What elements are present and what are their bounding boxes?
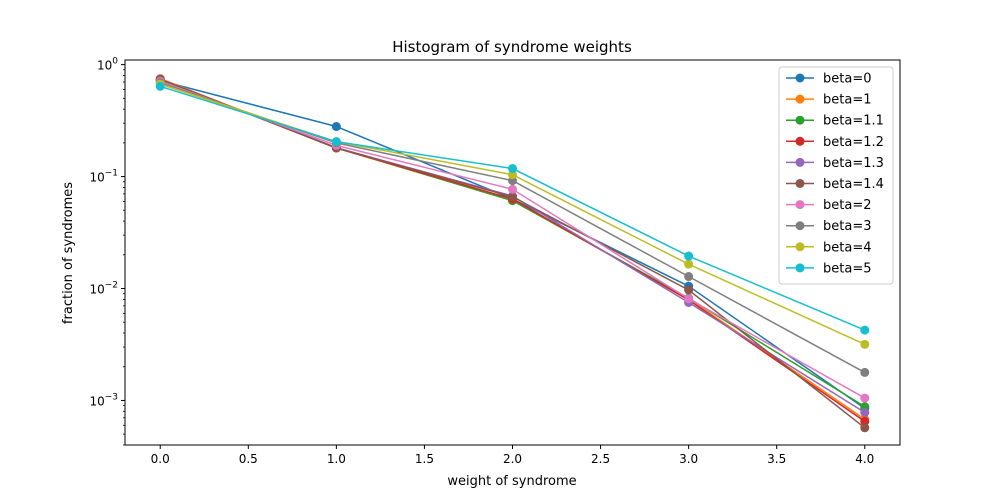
x-tick-label: 0.0	[151, 452, 170, 466]
legend-label: beta=1.3	[823, 156, 884, 171]
series-beta=1	[155, 74, 870, 424]
legend-item: beta=3	[786, 219, 871, 234]
legend: beta=0 beta=1 beta=1.1 beta=1.2 beta=1.3 beta…	[778, 66, 894, 285]
x-tick-label: 1.5	[415, 452, 434, 466]
legend-label: beta=3	[823, 219, 871, 234]
legend-swatch-marker	[795, 73, 805, 83]
series-beta=3	[155, 78, 870, 377]
chart-title: Histogram of syndrome weights	[392, 38, 632, 56]
data-point	[331, 122, 341, 132]
legend-item: beta=1.3	[786, 156, 884, 171]
legend-label: beta=1.2	[823, 135, 884, 150]
series-line	[159, 81, 866, 374]
data-point	[860, 393, 870, 403]
series-beta=0	[155, 76, 870, 413]
legend-box	[778, 66, 894, 285]
plot-frame	[124, 59, 901, 446]
axis-ticks: 0.0 0.5 1.0 1.5 2.0 2.5 3.0 3.5 4.0 10−3 10−2 10−1 1…	[89, 57, 874, 466]
data-point	[684, 272, 694, 282]
x-tick-label: 3.5	[767, 452, 786, 466]
data-point	[508, 184, 517, 194]
series-line	[159, 78, 866, 423]
legend-swatch-marker	[795, 179, 805, 188]
series-line	[159, 83, 866, 346]
data-point	[860, 423, 870, 433]
legend-swatch-marker	[795, 263, 805, 273]
y-tick-label: 100	[97, 57, 118, 73]
x-tick-label: 0.5	[239, 452, 258, 466]
y-tick-label: 10−3	[89, 392, 118, 408]
series-beta=2	[155, 76, 870, 403]
legend-swatch-marker	[795, 115, 805, 125]
x-tick-label: 3.0	[679, 452, 698, 466]
legend-swatch-marker	[795, 157, 805, 167]
series-beta=1.3	[155, 74, 870, 418]
legend-label: beta=1.1	[823, 114, 884, 129]
legend-swatch-marker	[795, 94, 805, 104]
legend-label: beta=0	[823, 72, 871, 87]
data-point	[508, 164, 517, 174]
series-beta=5	[155, 81, 870, 335]
data-point	[860, 339, 870, 349]
data-point	[508, 192, 517, 202]
data-point	[684, 251, 694, 261]
legend-swatch-marker	[795, 242, 805, 252]
data-point	[860, 408, 870, 418]
series-line	[160, 79, 866, 409]
legend-swatch-marker	[795, 221, 805, 231]
legend-item: beta=1.4	[786, 177, 884, 192]
data-point	[684, 285, 694, 295]
legend-label: beta=1	[823, 93, 871, 108]
x-tick-label: 2.5	[591, 452, 610, 466]
series-beta=1.1	[155, 74, 870, 412]
data-point	[684, 294, 694, 304]
y-tick-label: 10−1	[89, 169, 118, 185]
legend-label: beta=4	[823, 240, 871, 255]
x-axis-label: weight of syndrome	[447, 474, 576, 489]
y-axis-label: fraction of syndromes	[61, 182, 76, 324]
data-point	[331, 137, 341, 147]
legend-swatch-marker	[795, 136, 805, 146]
x-tick-label: 2.0	[503, 452, 522, 466]
y-tick-label: 10−2	[89, 281, 118, 297]
series-beta=1.2	[155, 74, 870, 426]
data-point	[860, 416, 870, 426]
legend-label: beta=2	[823, 198, 871, 213]
x-tick-label: 4.0	[855, 452, 874, 466]
legend-item: beta=1	[786, 93, 871, 108]
legend-swatch-marker	[795, 200, 805, 210]
series-line	[159, 80, 866, 399]
legend-item: beta=1.1	[786, 114, 884, 129]
legend-item: beta=4	[786, 240, 871, 255]
legend-label: beta=5	[823, 261, 871, 276]
data-point	[155, 81, 165, 91]
series-line	[159, 77, 866, 420]
series-beta=1.4	[155, 74, 870, 433]
legend-item: beta=0	[786, 72, 871, 87]
data-point	[684, 259, 694, 269]
x-tick-label: 1.0	[327, 452, 346, 466]
series-line	[159, 78, 866, 429]
series-line	[159, 78, 866, 414]
legend-item: beta=5	[786, 261, 871, 276]
legend-label: beta=1.4	[823, 177, 884, 192]
series-line	[160, 85, 866, 331]
series-group	[155, 74, 870, 433]
legend-item: beta=1.2	[786, 135, 884, 150]
legend-item: beta=2	[786, 198, 871, 213]
data-point	[860, 367, 870, 377]
series-line	[159, 78, 866, 408]
data-point	[860, 325, 870, 335]
